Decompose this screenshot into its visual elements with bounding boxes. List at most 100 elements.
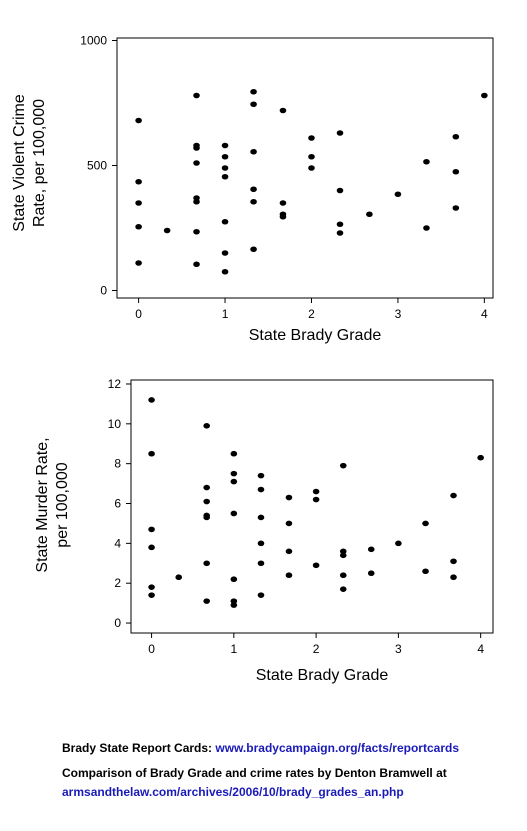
y-axis-label-line: State Murder Rate,: [34, 437, 51, 572]
data-point: [395, 540, 402, 547]
source-link[interactable]: armsandthelaw.com/archives/2006/10/brady…: [62, 785, 404, 799]
data-point: [135, 178, 142, 185]
data-point: [203, 560, 210, 567]
data-point: [257, 514, 265, 521]
data-point: [481, 92, 488, 99]
report-cards-link[interactable]: www.bradycampaign.org/facts/reportcards: [215, 741, 459, 755]
data-point: [394, 191, 402, 198]
data-point: [250, 246, 257, 253]
data-point: [367, 546, 375, 553]
data-point: [250, 101, 257, 108]
data-point: [339, 548, 347, 555]
y-axis-label-line: per 100,000: [54, 462, 71, 548]
data-point: [367, 570, 375, 577]
y-tick-label: 0: [100, 284, 107, 298]
data-point: [221, 153, 229, 160]
data-point: [336, 221, 344, 228]
data-point: [257, 540, 265, 547]
data-point: [250, 198, 257, 205]
x-tick-label: 4: [481, 307, 488, 321]
x-axis-label: State Brady Grade: [256, 667, 389, 684]
comparison-caption: Comparison of Brady Grade and crime rate…: [62, 766, 447, 780]
data-point: [257, 472, 265, 479]
data-point: [203, 514, 210, 521]
data-point: [203, 423, 210, 429]
x-axis-label: State Brady Grade: [249, 327, 382, 344]
data-point: [312, 562, 320, 569]
data-point: [285, 494, 293, 501]
data-point: [203, 598, 210, 604]
data-point: [135, 223, 142, 230]
data-point: [308, 153, 315, 160]
data-point: [148, 592, 155, 598]
data-point: [203, 484, 210, 491]
y-tick-label: 8: [114, 457, 121, 471]
data-point: [221, 165, 229, 171]
data-point: [312, 488, 320, 495]
data-point: [366, 211, 373, 218]
data-point: [193, 228, 200, 235]
data-point: [230, 510, 238, 517]
data-point: [230, 602, 238, 608]
data-point: [452, 205, 460, 211]
data-point: [452, 168, 460, 175]
source-link-caption: armsandthelaw.com/archives/2006/10/brady…: [62, 785, 527, 799]
x-tick-label: 1: [222, 307, 229, 321]
data-point: [339, 462, 347, 469]
data-point: [230, 576, 238, 583]
x-tick-label: 3: [395, 642, 402, 656]
data-point: [193, 160, 200, 166]
data-point: [308, 135, 315, 141]
x-tick-label: 2: [308, 307, 315, 321]
data-point: [423, 158, 430, 165]
data-point: [163, 227, 171, 234]
x-tick-label: 4: [477, 642, 484, 656]
data-point: [339, 586, 347, 592]
data-point: [230, 598, 238, 604]
data-point: [148, 450, 155, 457]
x-tick-label: 0: [135, 307, 142, 321]
x-tick-label: 3: [395, 307, 402, 321]
data-point: [279, 107, 287, 114]
data-point: [285, 572, 293, 579]
y-axis-label: State Murder Rate, per 100,000: [34, 437, 71, 572]
data-point: [339, 552, 347, 559]
data-point: [336, 187, 344, 194]
data-point: [250, 88, 257, 95]
plot-frame: [130, 379, 494, 634]
data-point: [221, 218, 229, 225]
data-point: [148, 584, 155, 590]
data-point: [221, 268, 229, 275]
data-point: [230, 450, 238, 457]
x-tick-label: 0: [148, 642, 155, 656]
data-point: [257, 592, 265, 598]
data-point: [257, 486, 265, 493]
data-point: [308, 165, 315, 171]
x-tick-label: 2: [313, 642, 320, 656]
data-point: [203, 498, 210, 505]
data-point: [422, 568, 429, 575]
data-point: [193, 145, 200, 151]
y-tick-label: 6: [114, 497, 121, 511]
data-point: [221, 142, 229, 149]
data-point: [257, 560, 265, 567]
data-point: [230, 470, 238, 477]
data-point: [221, 250, 229, 256]
report-cards-label: Brady State Report Cards:: [62, 741, 216, 755]
y-axis-label-line: State Violent Crime: [11, 94, 28, 232]
report-cards-caption: Brady State Report Cards: www.bradycampa…: [62, 741, 527, 755]
data-point: [452, 133, 460, 140]
data-point: [312, 496, 320, 503]
y-tick-label: 0: [114, 616, 121, 630]
data-point: [279, 213, 287, 220]
data-point: [450, 492, 457, 499]
data-point: [221, 173, 229, 180]
data-point: [250, 186, 257, 193]
plot-frame: [116, 37, 494, 299]
violent-crime-chart: 0 1 2 3 4 0 500 1000 State Brady Grade State Viol…: [11, 34, 494, 344]
data-point: [450, 558, 457, 565]
data-point: [175, 574, 183, 581]
y-tick-label: 500: [87, 159, 107, 173]
data-point: [423, 225, 430, 231]
data-point: [135, 200, 142, 206]
